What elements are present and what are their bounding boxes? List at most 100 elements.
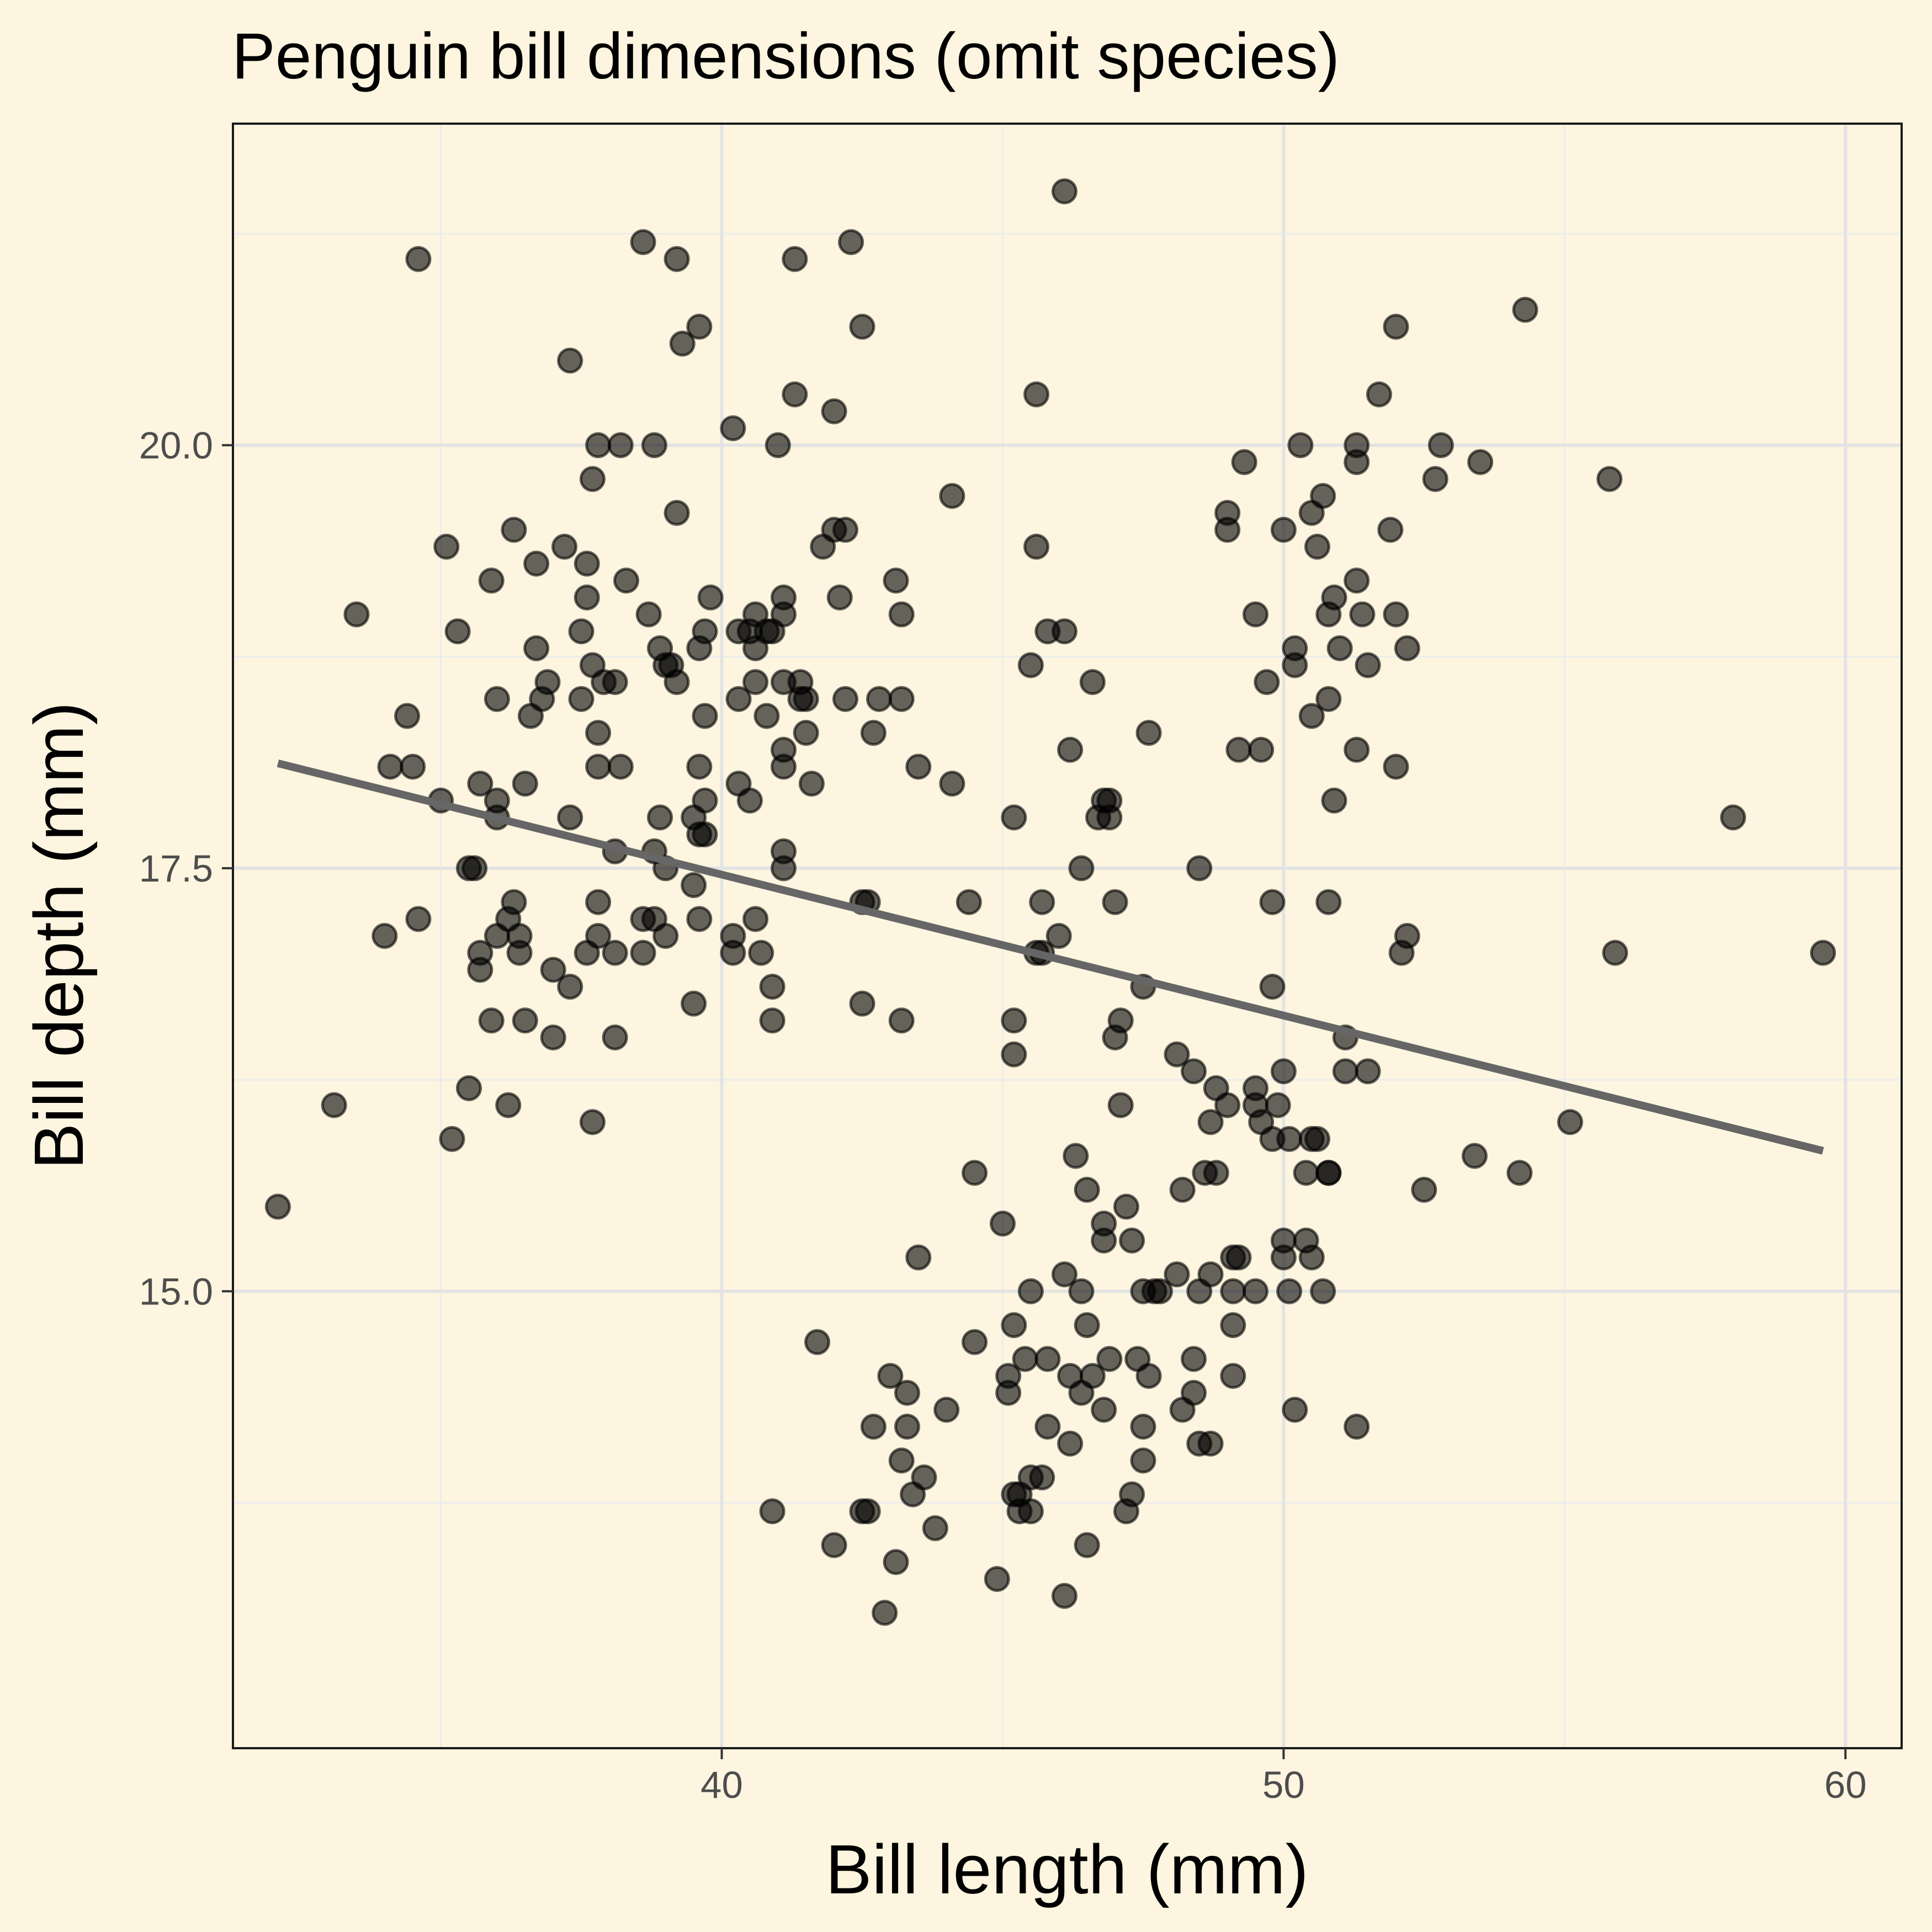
data-point <box>664 500 690 526</box>
data-point <box>681 872 707 899</box>
data-point <box>1810 940 1837 966</box>
data-point <box>692 618 718 645</box>
data-point <box>1321 584 1347 611</box>
data-point <box>1091 1227 1117 1254</box>
data-point <box>1017 1498 1044 1525</box>
data-point <box>905 753 932 780</box>
data-point <box>1383 753 1409 780</box>
y-tick-label: 15.0 <box>139 1270 213 1313</box>
data-point <box>523 635 550 661</box>
data-point <box>736 787 763 814</box>
data-point <box>394 703 421 729</box>
data-point <box>905 1244 932 1271</box>
data-point <box>557 347 583 374</box>
y-tick-label: 20.0 <box>139 424 213 466</box>
data-point <box>793 720 819 746</box>
data-point <box>1315 889 1342 915</box>
panel-border <box>232 123 1903 1749</box>
data-point <box>478 567 505 594</box>
data-point <box>866 686 893 712</box>
data-point <box>1017 652 1044 678</box>
data-point <box>1720 804 1747 831</box>
data-point <box>1220 1278 1246 1304</box>
data-point <box>686 314 713 340</box>
data-point <box>1383 314 1409 340</box>
data-point <box>1197 1261 1224 1288</box>
data-point <box>664 669 690 696</box>
data-point <box>838 229 864 256</box>
data-point <box>1079 669 1106 696</box>
data-point <box>1355 652 1381 678</box>
data-point <box>759 973 785 1000</box>
data-point <box>321 1092 347 1118</box>
x-tick-label: 50 <box>1262 1764 1305 1806</box>
y-tick-label: 17.5 <box>139 847 213 890</box>
data-point <box>1321 787 1347 814</box>
data-point <box>962 1329 988 1355</box>
data-point <box>753 703 780 729</box>
data-point <box>860 1414 887 1440</box>
data-point <box>652 923 679 949</box>
data-point <box>1287 432 1314 458</box>
data-point <box>793 686 819 712</box>
data-point <box>692 821 718 848</box>
data-point <box>1181 1058 1207 1085</box>
data-point <box>501 517 527 543</box>
data-point <box>872 1600 898 1626</box>
data-point <box>1068 1278 1095 1304</box>
data-point <box>1231 449 1257 475</box>
data-point <box>1270 1244 1297 1271</box>
data-point <box>1248 736 1275 763</box>
data-point <box>1557 1109 1583 1135</box>
data-point <box>1001 1007 1027 1034</box>
data-point <box>1310 482 1336 509</box>
data-point <box>1259 973 1286 1000</box>
data-point <box>551 533 578 560</box>
data-point <box>607 432 634 458</box>
data-point <box>484 686 510 712</box>
data-point <box>1427 432 1454 458</box>
data-point <box>1203 1160 1229 1186</box>
data-point <box>1119 1227 1145 1254</box>
data-point <box>1259 889 1286 915</box>
data-point <box>1377 517 1404 543</box>
data-point <box>1102 889 1128 915</box>
data-point <box>579 1109 606 1135</box>
data-point <box>630 229 656 256</box>
data-point <box>1422 466 1448 492</box>
data-point <box>770 855 797 882</box>
data-point <box>849 314 875 340</box>
data-point <box>720 415 746 442</box>
data-point <box>1506 1160 1533 1186</box>
data-point <box>686 906 713 932</box>
data-point <box>1091 1397 1117 1423</box>
data-point <box>557 804 583 831</box>
data-point <box>574 550 600 577</box>
data-point <box>748 940 774 966</box>
data-point <box>371 923 398 949</box>
data-point <box>692 787 718 814</box>
data-point <box>1602 940 1628 966</box>
data-point <box>377 753 404 780</box>
data-point <box>821 398 847 424</box>
data-point <box>1017 1278 1044 1304</box>
data-point <box>1242 601 1268 628</box>
data-point <box>1310 1278 1336 1304</box>
data-point <box>888 686 915 712</box>
data-point <box>1270 1058 1297 1085</box>
data-point <box>540 1024 566 1050</box>
data-point <box>686 753 713 780</box>
data-point <box>1119 1481 1145 1508</box>
data-point <box>602 669 628 696</box>
data-point <box>770 601 797 628</box>
data-point <box>1197 1109 1224 1135</box>
data-point <box>1596 466 1623 492</box>
data-point <box>1512 296 1538 323</box>
data-point <box>574 584 600 611</box>
data-point <box>1394 635 1420 661</box>
data-point <box>782 246 808 272</box>
data-point <box>512 771 538 797</box>
data-point <box>400 753 426 780</box>
data-point <box>877 1363 904 1389</box>
